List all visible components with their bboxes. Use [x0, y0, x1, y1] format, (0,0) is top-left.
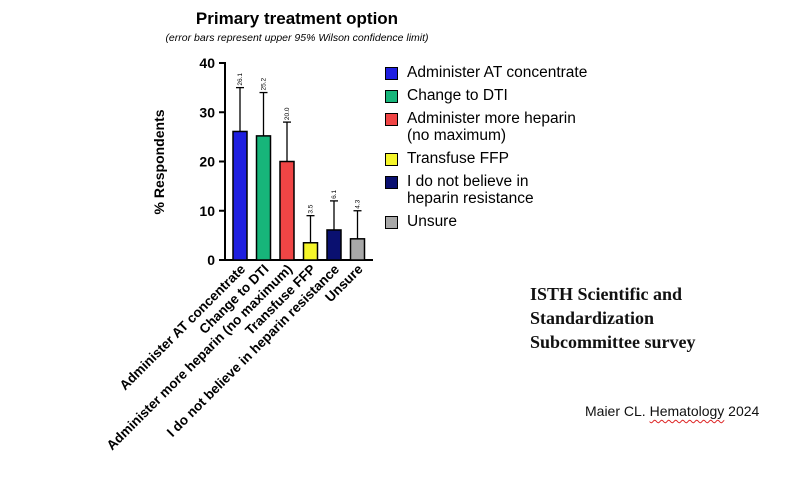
- bar-administer-more-heparin-no-maximum: [279, 160, 295, 261]
- citation-author: Maier CL.: [585, 403, 650, 419]
- legend-label: Administer AT concentrate: [407, 64, 588, 81]
- data-label: 4.3: [355, 199, 362, 208]
- citation-year: 2024: [724, 403, 760, 419]
- chart-legend: Administer AT concentrate Change to DTI …: [385, 64, 645, 236]
- legend-swatch: [385, 67, 398, 80]
- legend-label: Unsure: [407, 213, 457, 230]
- data-label: 6.1: [331, 189, 338, 198]
- bar-unsure: [349, 238, 366, 261]
- legend-label: Change to DTI: [407, 87, 508, 104]
- y-tick-label: 40: [199, 55, 215, 71]
- y-axis-label: % Respondents: [151, 109, 167, 214]
- legend-item-transfuse-ffp: Transfuse FFP: [385, 150, 645, 167]
- y-tick-label: 10: [199, 203, 215, 219]
- chart-subtitle: (error bars represent upper 95% Wilson c…: [165, 32, 428, 44]
- bar-transfuse-ffp: [302, 242, 319, 261]
- data-label: 26.1: [237, 73, 244, 86]
- data-label: 25.2: [261, 78, 268, 91]
- y-tick-label: 30: [199, 104, 215, 120]
- legend-swatch: [385, 176, 398, 189]
- legend-swatch: [385, 90, 398, 103]
- legend-label: Transfuse FFP: [407, 150, 509, 167]
- x-tick-label: Administer more heparin (no maximum): [104, 262, 295, 453]
- legend-item-administer-at: Administer AT concentrate: [385, 64, 645, 81]
- bar-i-do-not-believe-in-heparin-resistance: [326, 229, 342, 261]
- citation: Maier CL. Hematology 2024: [585, 403, 759, 419]
- legend-item-no-resistance: I do not believe in heparin resistance: [385, 173, 645, 207]
- bar-administer-at-concentrate: [232, 130, 248, 261]
- legend-swatch: [385, 153, 398, 166]
- data-label: 20.0: [284, 107, 291, 120]
- bar-change-to-dti: [255, 135, 272, 261]
- legend-item-change-dti: Change to DTI: [385, 87, 645, 104]
- legend-label: Administer more heparin (no maximum): [407, 110, 576, 144]
- legend-label: I do not believe in heparin resistance: [407, 173, 534, 207]
- legend-item-unsure: Unsure: [385, 213, 645, 230]
- chart-title: Primary treatment option: [196, 9, 398, 28]
- legend-swatch: [385, 113, 398, 126]
- citation-journal: Hematology: [649, 403, 725, 419]
- y-tick-label: 20: [199, 154, 215, 170]
- y-tick-label: 0: [207, 252, 215, 268]
- data-label: 3.5: [308, 204, 315, 213]
- legend-swatch: [385, 216, 398, 229]
- org-label: ISTH Scientific and Standardization Subc…: [530, 284, 696, 352]
- legend-item-more-heparin: Administer more heparin (no maximum): [385, 110, 645, 144]
